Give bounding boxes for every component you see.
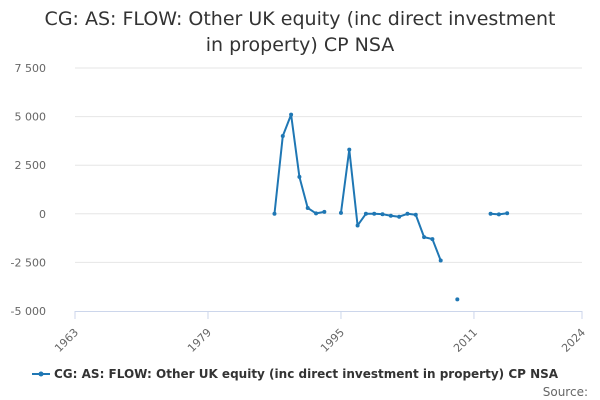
data-point[interactable] [505, 211, 510, 216]
data-point[interactable] [397, 214, 402, 219]
legend-label: CG: AS: FLOW: Other UK equity (inc direc… [54, 367, 559, 381]
data-point[interactable] [338, 210, 343, 215]
data-point[interactable] [496, 212, 501, 217]
data-point[interactable] [289, 112, 294, 117]
data-point[interactable] [413, 212, 418, 217]
y-tick-label: 7 500 [15, 62, 47, 75]
x-tick-label: 1963 [52, 326, 81, 355]
data-point[interactable] [355, 223, 360, 228]
x-tick-label: 1979 [185, 326, 214, 355]
x-tick-label: 2011 [451, 326, 480, 355]
y-axis-ticks: 7 500 5 000 2 500 0 -2 500 -5 000 [11, 62, 46, 318]
data-point[interactable] [488, 211, 493, 216]
data-point[interactable] [272, 211, 277, 216]
x-tick-label: 2024 [559, 326, 588, 355]
data-point[interactable] [455, 297, 460, 302]
data-point[interactable] [388, 213, 393, 218]
legend-marker-swatch [38, 371, 44, 377]
data-point[interactable] [380, 212, 385, 217]
data-point[interactable] [297, 174, 302, 179]
series-line [273, 113, 325, 215]
data-point[interactable] [305, 205, 310, 210]
data-point[interactable] [363, 211, 368, 216]
data-point[interactable] [322, 209, 327, 214]
chart-title: CG: AS: FLOW: Other UK equity (inc direc… [44, 8, 556, 56]
series-line [339, 148, 442, 261]
y-tick-label: -5 000 [11, 305, 46, 318]
x-axis-ticks: 1963 1979 1995 2011 2024 [52, 311, 588, 355]
data-point[interactable] [280, 134, 285, 139]
y-tick-label: 0 [39, 208, 46, 221]
gridlines [75, 67, 582, 263]
data-point[interactable] [405, 211, 410, 216]
data-point[interactable] [422, 235, 427, 240]
x-tick-label: 1995 [318, 326, 347, 355]
legend[interactable]: CG: AS: FLOW: Other UK equity (inc direc… [32, 367, 559, 381]
data-point[interactable] [314, 211, 319, 216]
series-group [272, 112, 510, 302]
y-tick-label: 5 000 [15, 111, 47, 124]
y-tick-label: 2 500 [15, 159, 47, 172]
source-credit[interactable]: Source: [543, 385, 588, 399]
data-point[interactable] [430, 237, 435, 242]
y-tick-label: -2 500 [11, 256, 46, 269]
data-point[interactable] [347, 147, 352, 152]
data-point[interactable] [438, 258, 443, 263]
data-point[interactable] [372, 211, 377, 216]
